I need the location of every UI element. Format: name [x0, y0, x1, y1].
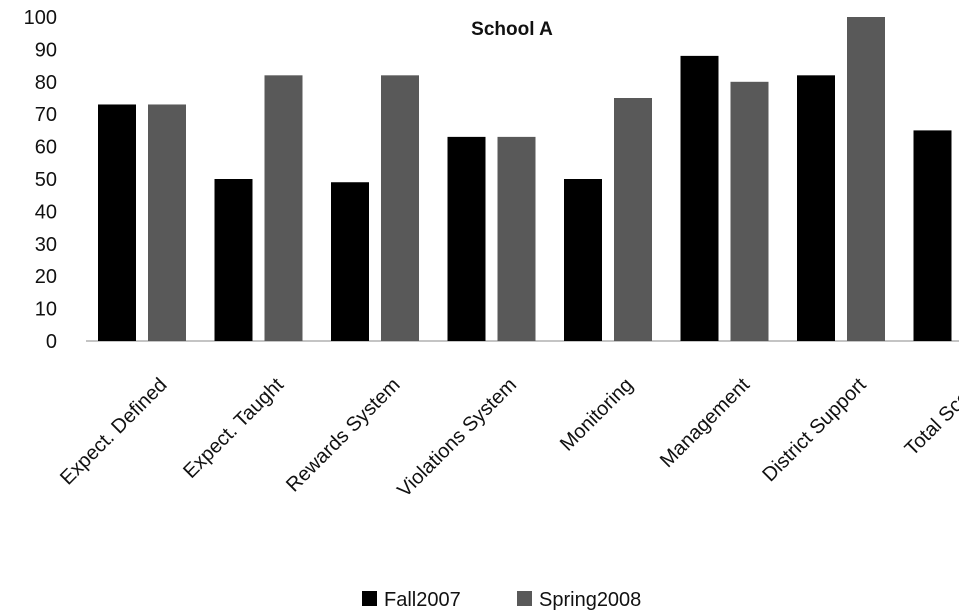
legend-label-spring2008: Spring2008 [539, 589, 641, 611]
y-axis-ticks: 0 10 20 30 40 50 60 70 80 90 100 [24, 7, 57, 353]
x-category-label-expect-taught: Expect. Taught [179, 374, 288, 483]
y-tick-label-70: 70 [35, 104, 57, 126]
bar-spring2008-expect-defined [148, 104, 186, 341]
bar-fall2007-district-support [797, 75, 835, 341]
bar-fall2007-management [680, 55, 719, 341]
x-category-label-management: Management [656, 374, 754, 472]
y-tick-label-40: 40 [35, 201, 57, 223]
x-category-label-violations-system: Violations System [393, 374, 521, 502]
bar-spring2008-district-support [847, 17, 885, 341]
legend: Fall2007 Spring2008 [362, 589, 641, 611]
bar-spring2008-rewards-system [381, 75, 419, 341]
y-tick-label-0: 0 [46, 331, 57, 353]
bar-spring2008-expect-taught [264, 75, 303, 341]
y-tick-label-100: 100 [24, 7, 57, 29]
y-tick-label-60: 60 [35, 137, 57, 159]
legend-swatch-fall2007 [362, 591, 377, 606]
bar-spring2008-monitoring [614, 98, 652, 341]
y-tick-label-50: 50 [35, 169, 57, 191]
x-category-label-monitoring: Monitoring [556, 374, 638, 456]
bar-fall2007-rewards-system [331, 182, 369, 341]
x-category-label-total-score: Total Score [901, 374, 959, 460]
y-tick-label-30: 30 [35, 234, 57, 256]
bar-spring2008-management [730, 81, 769, 342]
chart-title: School A [471, 19, 553, 40]
y-tick-label-90: 90 [35, 39, 57, 61]
y-tick-label-20: 20 [35, 266, 57, 288]
bar-fall2007-expect-defined [98, 104, 136, 341]
x-category-label-rewards-system: Rewards System [282, 374, 404, 496]
bar-fall2007-monitoring [564, 179, 602, 341]
bar-fall2007-expect-taught [214, 179, 253, 341]
y-tick-label-10: 10 [35, 299, 57, 321]
x-category-label-expect-defined: Expect. Defined [56, 374, 171, 489]
x-category-label-district-support: District Support [758, 374, 871, 487]
bar-spring2008-violations-system [497, 136, 536, 341]
y-tick-label-80: 80 [35, 72, 57, 94]
bars [98, 17, 952, 342]
bar-fall2007-violations-system [447, 136, 486, 341]
legend-label-fall2007: Fall2007 [384, 589, 461, 611]
bar-fall2007-total-score [913, 130, 952, 341]
legend-swatch-spring2008 [517, 591, 532, 606]
